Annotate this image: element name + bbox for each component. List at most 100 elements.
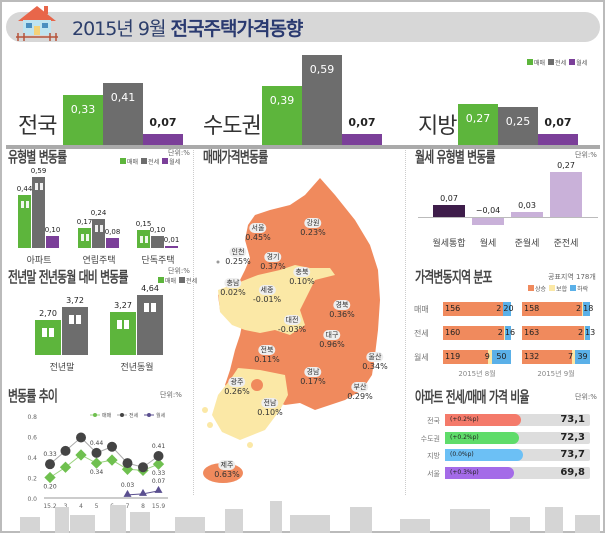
region-value: 0.23% (300, 228, 326, 237)
bar-전세 (92, 219, 105, 248)
bar (511, 212, 543, 217)
region-name: 경남 (304, 367, 322, 377)
point-월세 (139, 488, 147, 496)
legend-label: 전세 (129, 412, 139, 419)
region-value: 0.96% (319, 340, 345, 349)
value-rise: 119 (445, 352, 461, 361)
bar-매매 (35, 319, 61, 355)
ratio-value: 73,1 (560, 414, 585, 425)
segment-보합 (488, 350, 492, 364)
bar-월세 (46, 236, 59, 248)
region-name: 세종 (258, 285, 276, 295)
value-fall: 20 (503, 304, 514, 313)
legend-top: 매매 전세 월세 (527, 58, 587, 67)
bar-월세 (538, 134, 578, 145)
segment-상승 (522, 302, 583, 316)
data-label: 0,15 (135, 220, 152, 228)
region-value: 0.37% (260, 262, 286, 271)
ratio-bar-fill (445, 466, 514, 479)
data-label: 3,72 (66, 295, 84, 305)
value-flat: 2 (576, 304, 582, 313)
map-label-서울: 서울 0.45% (245, 223, 271, 242)
segment-보합 (504, 326, 505, 340)
category-label: 단독주택 (141, 256, 175, 266)
window-icon (20, 201, 29, 209)
data-label: 0,01 (163, 236, 180, 244)
data-label: 0.41 (152, 443, 166, 450)
bar-전세 (103, 82, 143, 145)
bar-매매 (18, 195, 31, 248)
segment-상승 (443, 302, 503, 316)
bar-매매 (110, 312, 136, 355)
bar-전세 (32, 177, 45, 248)
category-label: 연립주택 (82, 256, 116, 266)
data-label: 0,59 (309, 63, 335, 77)
house-icon (16, 6, 58, 41)
data-label: 0,07 (440, 194, 458, 204)
region-name: 인천 (229, 247, 247, 257)
data-label: 0.44 (90, 440, 104, 447)
legend-item: 전세 (548, 58, 566, 67)
x-tick-label: 3 (64, 503, 68, 510)
data-label: 0,27 (557, 161, 575, 171)
segment-하락 (503, 302, 511, 316)
segment-상승 (443, 326, 505, 340)
region-value: 0.02% (220, 288, 246, 297)
x-tick-label: 7 (126, 503, 130, 510)
data-label: 0.34 (90, 469, 104, 476)
zero-line (418, 217, 598, 218)
row-label: 월세 (414, 353, 429, 362)
point-전세 (107, 441, 117, 452)
segment-보합 (582, 302, 584, 316)
section-title: 월세 유형별 변동률 (415, 148, 496, 166)
category-label: 지방 (418, 114, 457, 139)
bar (433, 205, 465, 217)
title-date: 2015년 9월 (72, 18, 166, 40)
row-label: 매매 (414, 305, 429, 314)
map-label-충남: 충남 0.02% (220, 278, 246, 297)
segment-보합 (572, 350, 576, 364)
map-label-전남: 전남 0.10% (257, 398, 283, 417)
segment-보합 (502, 302, 504, 316)
category-label: 월세통합 (432, 239, 466, 249)
data-label: 0,39 (269, 93, 295, 107)
data-label: 2,70 (39, 308, 57, 318)
region-value: -0.03% (277, 325, 307, 334)
window-icon (117, 320, 129, 330)
row-label: 지방 (427, 452, 440, 460)
point-월세 (154, 485, 163, 493)
trend-chart: 0.00.20.40.60.815.234567815.9매매전세월세0.330… (27, 412, 168, 510)
legend-label: 월세 (169, 159, 181, 166)
bar (472, 218, 504, 225)
value-fall: 16 (504, 328, 516, 337)
bar-매매 (262, 85, 302, 145)
map-label-부산: 부산 0.29% (347, 382, 373, 401)
legend-label: 월세 (576, 60, 588, 67)
page-title: 2015년 9월 전국주택가격동향 (72, 14, 303, 41)
map-label-경남: 경남 0.17% (300, 367, 326, 386)
window-icon (34, 183, 43, 191)
bar-월세 (106, 238, 119, 248)
data-label: 0,10 (149, 226, 166, 234)
legend: 상승 보합 하락 (528, 284, 588, 293)
legend-label: 매매 (127, 159, 139, 166)
legend-marker (147, 413, 151, 417)
region-name: 경북 (333, 300, 351, 310)
legend-label: 하락 (577, 286, 589, 293)
window-icon (69, 314, 81, 324)
region-value: 0.25% (225, 257, 251, 266)
region-value: 0.10% (289, 277, 315, 286)
point-전세 (45, 459, 55, 470)
map-label-광주: 광주 0.26% (224, 377, 250, 396)
row-label: 서울 (427, 469, 440, 478)
data-label: 0,41 (110, 90, 136, 104)
legend-marker (120, 413, 124, 417)
legend-label: 매매 (102, 412, 112, 419)
legend-item: 보합 (549, 284, 567, 293)
segment-상승 (522, 350, 573, 364)
ratio-bar-fill (445, 431, 520, 444)
ratio-bar-fill (445, 414, 522, 426)
value-fall: 13 (585, 328, 596, 337)
data-label: 0,44 (16, 185, 33, 194)
data-label: 3,27 (114, 301, 132, 311)
